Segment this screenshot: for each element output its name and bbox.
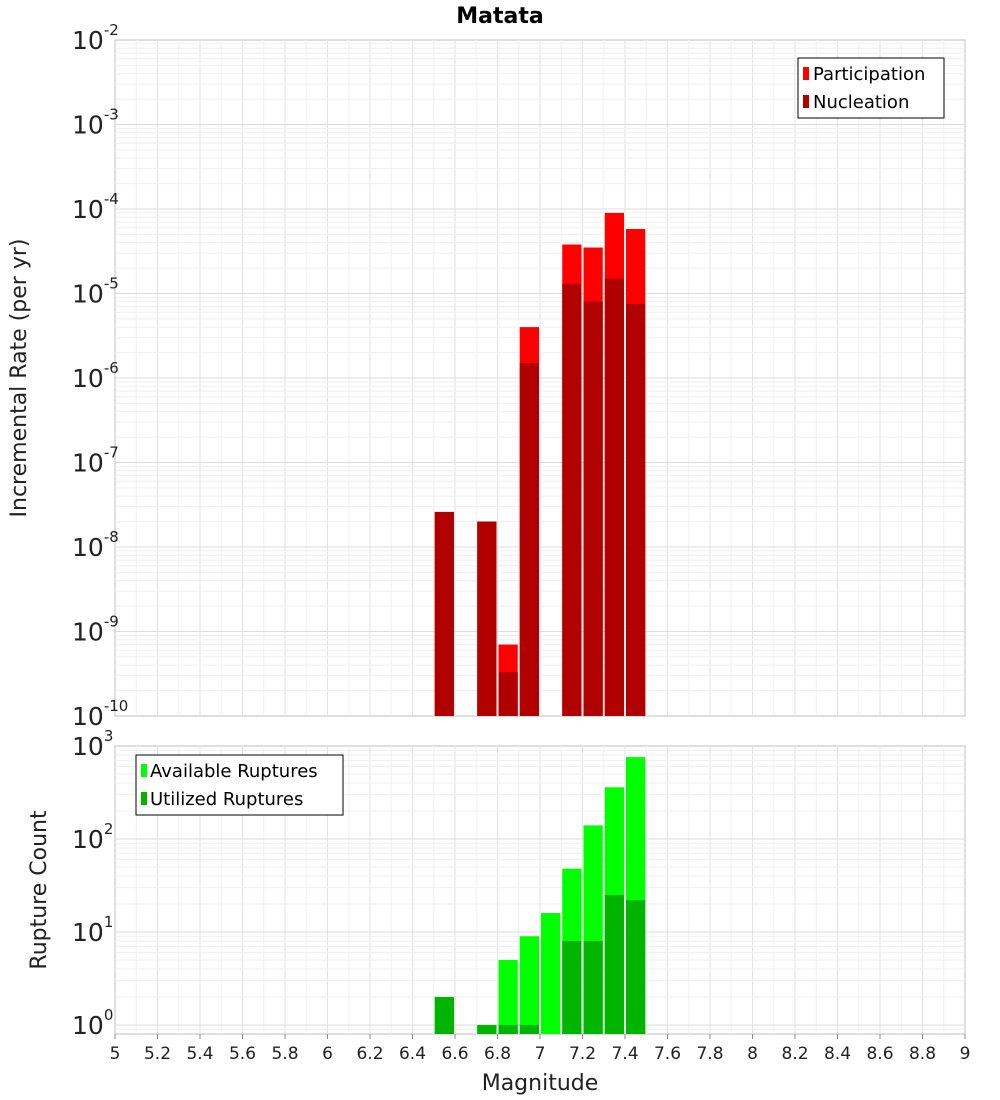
x-tick-label: 7.4 [611,1044,638,1064]
count-y-axis-label: Rupture Count [27,810,52,970]
rate-y-ticks: 10-10 10-9 10-8 10-7 10-6 10-5 10-4 10-3 10-2 [72,21,128,731]
x-tick-label: 9 [960,1044,971,1064]
rate-bar-series2 [519,363,539,716]
x-tick-label: 5.6 [229,1044,256,1064]
rate-bars [434,212,646,716]
x-axis-label: Magnitude [482,1071,599,1096]
x-tick-label: 8.6 [866,1044,893,1064]
count-bar-series1 [498,959,518,1034]
rate-grid [115,40,965,716]
count-bar-series2 [498,1024,518,1034]
x-tick-label: 7.8 [696,1044,723,1064]
rate-bar-series2 [604,278,624,716]
y-tick-label: 10-5 [72,275,119,309]
count-bar-series2 [583,941,603,1034]
chart-title: Matata [456,4,543,29]
x-tick-label: 6.6 [441,1044,468,1064]
y-tick-label: 10-9 [72,613,119,647]
count-bar-series2 [604,894,624,1034]
count-y-ticks: 100 101 102 103 [72,727,113,1040]
count-legend-box [135,754,344,816]
rate-y-axis-label: Incremental Rate (per yr) [7,239,32,518]
y-tick-label: 103 [72,727,113,761]
count-legend: Available Ruptures Utilized Ruptures [135,754,344,816]
magnitude-x-ticks: 5 5.2 5.4 5.6 5.8 6 6.2 6.4 6.6 6.8 7 7.2 7.4 7.6 7.8 8… [110,1034,971,1064]
rate-panel: 10-10 10-9 10-8 10-7 10-6 10-5 10-4 10-3 10-2 In… [7,21,966,731]
x-tick-label: 6 [322,1044,333,1064]
y-tick-label: 10-3 [72,106,119,140]
count-panel: 100 101 102 103 5 5.2 5.4 5.6 5.8 6 6.2 6.4 6.6 6.8 7… [27,727,970,1096]
x-tick-label: 7.6 [654,1044,681,1064]
legend-label-available: Available Ruptures [150,761,318,782]
x-tick-label: 8 [747,1044,758,1064]
y-tick-label: 10-8 [72,528,119,562]
rate-bar-series2 [498,672,518,716]
x-tick-label: 7.2 [569,1044,596,1064]
legend-swatch-available [141,764,147,777]
y-tick-label: 10-10 [72,697,128,731]
x-tick-label: 7 [535,1044,546,1064]
count-bar-series1 [519,936,539,1034]
x-tick-label: 6.8 [484,1044,511,1064]
x-tick-label: 5.4 [186,1044,213,1064]
x-tick-label: 5 [110,1044,121,1064]
rate-bar-series2 [626,304,646,716]
y-tick-label: 101 [72,913,113,947]
x-tick-label: 6.2 [356,1044,383,1064]
y-tick-label: 10-4 [72,190,119,224]
count-bar-series1 [541,913,561,1034]
y-tick-label: 10-6 [72,359,119,393]
rate-bar-series2 [477,521,497,716]
x-tick-label: 8.2 [781,1044,808,1064]
rate-bar-series2 [562,283,582,716]
x-tick-label: 6.4 [399,1044,426,1064]
rate-bar-series2 [583,301,603,716]
y-tick-label: 100 [72,1006,113,1040]
count-bar-series2 [562,941,582,1034]
legend-swatch-participation [803,67,809,80]
y-tick-label: 10-7 [72,444,119,478]
y-tick-label: 102 [72,820,113,854]
x-tick-label: 5.8 [271,1044,298,1064]
x-tick-label: 8.8 [909,1044,936,1064]
count-bar-series2 [626,900,646,1034]
count-bar-series2 [519,1024,539,1034]
legend-swatch-nucleation [803,95,809,108]
legend-swatch-utilized [141,792,147,805]
count-bar-series2 [434,996,454,1034]
legend-label-utilized: Utilized Ruptures [150,789,303,810]
count-bar-series2 [477,1024,497,1034]
x-tick-label: 8.4 [824,1044,851,1064]
x-tick-label: 5.2 [144,1044,171,1064]
rate-legend: Participation Nucleation [797,57,945,119]
y-tick-label: 10-2 [72,21,119,55]
legend-label-nucleation: Nucleation [813,92,909,113]
count-bars [434,757,646,1034]
rate-bar-series2 [434,511,454,716]
legend-label-participation: Participation [813,64,925,85]
rate-legend-box [797,57,945,119]
